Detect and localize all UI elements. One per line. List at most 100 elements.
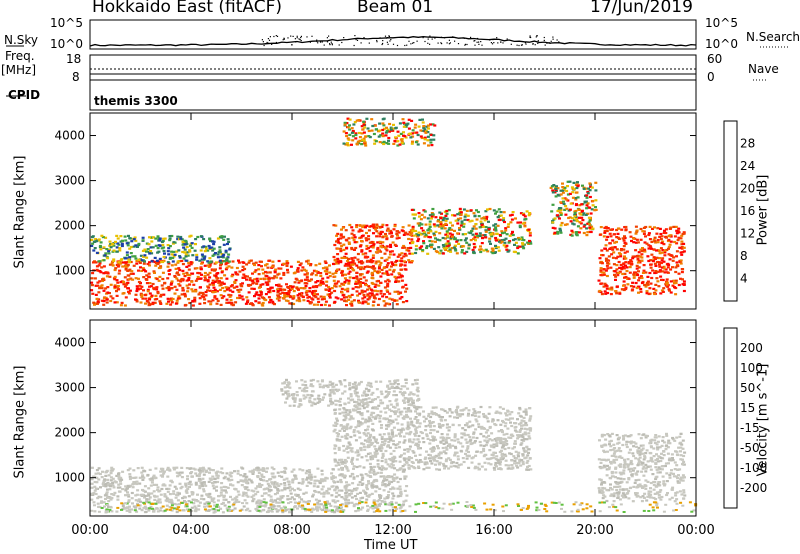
velocity-echo-cell	[270, 481, 274, 484]
power-echo-cell	[599, 269, 603, 272]
velocity-echo-cell	[304, 472, 308, 475]
velocity-echo-cell	[126, 491, 129, 494]
velocity-echo-cell	[385, 478, 389, 481]
power-echo-cell	[347, 294, 351, 298]
power-echo-cell	[339, 247, 343, 250]
power-echo-cell	[148, 285, 151, 288]
power-echo-cell	[123, 285, 127, 288]
power-echo-cell	[373, 124, 377, 127]
power-echo-cell	[361, 281, 365, 284]
velocity-echo-cell	[515, 430, 519, 433]
power-echo-cell	[377, 284, 381, 287]
velocity-echo-cell	[127, 508, 131, 511]
velocity-echo-cell	[138, 476, 142, 479]
power-echo-cell	[363, 265, 367, 269]
velocity-echo-cell	[283, 487, 287, 490]
velocity-echo-cell	[163, 470, 166, 473]
velocity-echo-cell	[422, 441, 426, 444]
velocity-echo-cell	[403, 477, 407, 480]
velocity-echo-cell	[344, 488, 348, 492]
power-echo-cell	[404, 136, 408, 139]
power-echo-cell	[556, 209, 560, 213]
velocity-echo-cell	[251, 500, 255, 503]
velocity-echo-cell	[155, 483, 159, 486]
power-echo-cell	[101, 278, 105, 281]
power-echo-cell	[338, 242, 342, 245]
power-echo-cell	[181, 289, 185, 292]
power-echo-cell	[558, 207, 562, 210]
velocity-echo-cell	[261, 504, 265, 507]
power-echo-cell	[225, 298, 229, 301]
power-echo-cell	[297, 298, 301, 301]
power-echo-cell	[354, 246, 358, 250]
power-echo-cell	[288, 288, 292, 291]
velocity-echo-cell	[308, 477, 312, 480]
power-echo-cell	[602, 235, 606, 238]
velocity-echo-cell	[373, 479, 377, 482]
velocity-echo-cell	[134, 506, 138, 509]
power-echo-cell	[413, 126, 417, 129]
power-echo-cell	[274, 268, 278, 271]
velocity-echo-cell	[235, 495, 239, 498]
power-echo-cell	[167, 262, 171, 265]
velocity-echo-cell	[110, 466, 114, 469]
velocity-echo-cell	[221, 511, 225, 514]
velocity-echo-cell	[277, 501, 281, 504]
power-echo-cell	[338, 285, 342, 288]
power-echo-cell	[248, 277, 252, 280]
velocity-echo-cell	[119, 480, 122, 483]
power-echo-cell	[184, 259, 188, 262]
velocity-echo-cell	[193, 498, 197, 501]
power-echo-cell	[571, 196, 575, 199]
power-echo-cell	[215, 272, 219, 275]
power-echo-cell	[636, 273, 640, 277]
power-echo-cell	[679, 262, 683, 265]
velocity-echo-cell	[283, 471, 287, 474]
power-echo-cell	[522, 239, 526, 242]
power-echo-cell	[146, 288, 150, 291]
velocity-echo-cell	[380, 456, 384, 459]
power-echo-cell	[202, 257, 206, 260]
power-echo-cell	[125, 251, 129, 254]
power-echo-cell	[116, 242, 120, 245]
power-echo-cell	[433, 124, 437, 127]
velocity-echo-cell	[438, 468, 441, 471]
velocity-echo-cell	[256, 466, 260, 469]
power-echo-cell	[528, 231, 532, 234]
power-echo-cell	[355, 264, 359, 267]
power-echo-cell	[266, 288, 270, 291]
velocity-echo-cell	[162, 472, 166, 475]
power-echo-cell	[611, 248, 615, 251]
power-echo-cell	[398, 291, 402, 294]
power-echo-cell	[372, 226, 376, 230]
power-echo-cell	[102, 246, 106, 249]
velocity-echo-cell	[408, 448, 412, 451]
power-echo-cell	[204, 290, 208, 294]
power-echo-cell	[600, 254, 603, 257]
velocity-echo-cell	[186, 487, 190, 490]
velocity-echo-cell	[152, 483, 156, 486]
power-echo-cell	[366, 259, 370, 262]
velocity-echo-cell	[241, 479, 245, 482]
power-echo-cell	[441, 236, 445, 240]
power-echo-cell	[170, 281, 174, 284]
power-echo-cell	[521, 242, 524, 245]
velocity-echo-cell	[370, 411, 374, 414]
velocity-echo-cell	[350, 417, 353, 420]
power-echo-cell	[387, 139, 390, 142]
power-echo-cell	[682, 250, 686, 253]
power-echo-cell	[527, 242, 531, 245]
power-echo-cell	[663, 271, 667, 274]
nsearch-point	[558, 41, 560, 43]
power-echo-cell	[401, 226, 405, 229]
power-echo-cell	[598, 289, 602, 293]
power-echo-cell	[362, 122, 366, 125]
power-echo-cell	[182, 257, 186, 260]
power-echo-cell	[428, 236, 432, 239]
nsearch-point	[388, 35, 390, 37]
velocity-echo-cell	[447, 457, 451, 460]
velocity-echo-cell	[381, 466, 385, 469]
velocity-echo-cell	[113, 491, 117, 494]
velocity-echo-cell	[256, 506, 260, 509]
nsearch-point	[454, 40, 456, 42]
